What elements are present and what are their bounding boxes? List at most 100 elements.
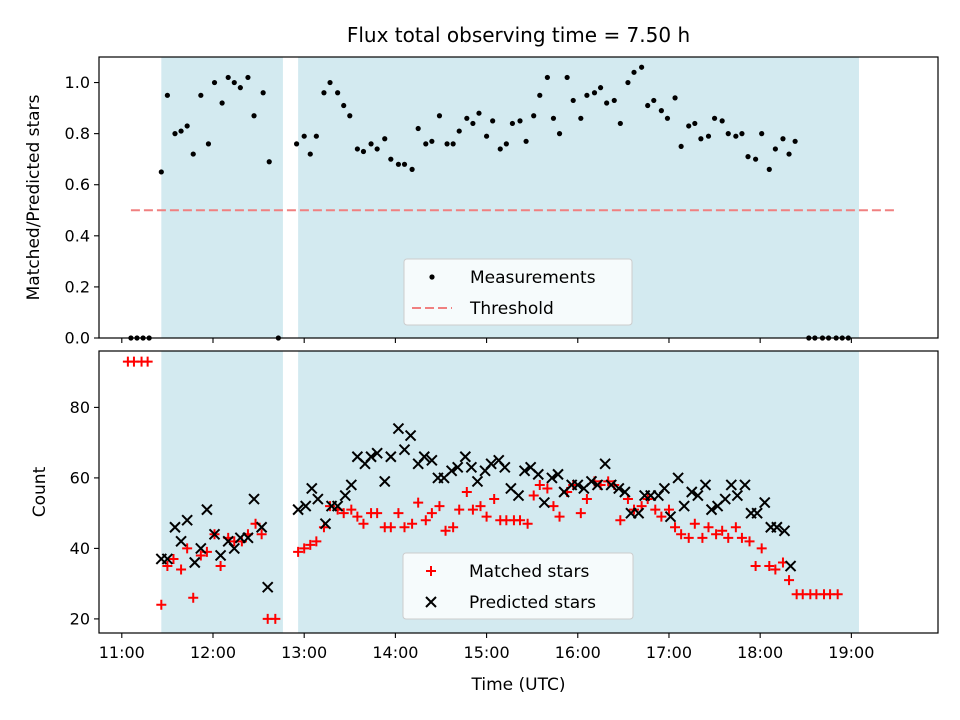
matched-star-point xyxy=(195,550,206,561)
predicted-star-point xyxy=(499,461,511,474)
measurement-point xyxy=(444,141,450,147)
predicted-star-point xyxy=(242,532,254,544)
predicted-star-point xyxy=(255,521,268,533)
predicted-star-point xyxy=(345,479,358,491)
matched-star-point xyxy=(717,525,728,536)
measurement-point xyxy=(388,156,394,162)
measurement-point xyxy=(503,141,509,147)
predicted-star-point xyxy=(686,486,698,498)
predicted-star-point xyxy=(546,472,558,484)
matched-star-point xyxy=(461,487,472,497)
measurement-point xyxy=(219,100,225,106)
matched-star-point xyxy=(325,501,336,512)
measurement-point xyxy=(597,85,604,91)
measurement-point xyxy=(537,92,543,98)
matched-star-point xyxy=(385,522,396,533)
measurement-point xyxy=(266,159,272,165)
measurement-point xyxy=(611,97,617,104)
measurement-point xyxy=(483,133,490,139)
matched-star-point xyxy=(188,592,199,603)
bottom-y-tick-label: 80 xyxy=(70,398,90,417)
top-legend-label: Measurements xyxy=(470,268,596,288)
matched-star-point xyxy=(534,479,545,490)
measurement-point xyxy=(531,113,537,119)
predicted-star-point xyxy=(605,479,617,491)
measurement-point xyxy=(631,69,637,75)
measurement-point xyxy=(415,125,421,132)
predicted-star-point xyxy=(404,429,417,442)
measurement-point xyxy=(327,79,333,86)
measurement-point xyxy=(313,133,319,139)
measurement-point xyxy=(780,136,786,142)
bottom-y-tick-label: 60 xyxy=(70,468,90,487)
predicted-star-point xyxy=(392,422,405,435)
top-y-tick-label: 0.0 xyxy=(65,329,90,348)
predicted-star-point xyxy=(300,500,312,512)
matched-star-point xyxy=(407,518,418,529)
predicted-star-point xyxy=(201,503,213,516)
matched-star-point xyxy=(393,508,404,519)
measurement-point xyxy=(753,156,759,162)
predicted-star-point xyxy=(459,451,472,463)
bottom-y-axis-label: Count xyxy=(30,466,50,517)
top-y-tick-label: 0.4 xyxy=(65,226,90,245)
matched-star-point xyxy=(426,508,437,519)
measurement-point xyxy=(190,151,196,157)
measurement-point xyxy=(772,146,778,152)
matched-star-point xyxy=(156,599,167,610)
measurement-point xyxy=(436,113,443,119)
predicted-star-point xyxy=(214,549,227,562)
predicted-star-point xyxy=(585,475,598,488)
matched-star-point xyxy=(399,522,410,533)
matched-star-point xyxy=(736,532,747,543)
measurement-point xyxy=(374,146,380,152)
predicted-star-point xyxy=(371,447,383,459)
measurement-point xyxy=(260,90,266,96)
measurement-point xyxy=(544,74,550,81)
measurement-point xyxy=(509,120,516,127)
matched-star-point xyxy=(142,356,153,367)
predicted-star-point xyxy=(572,479,584,491)
x-tick-label: 14:00 xyxy=(372,643,418,662)
measurement-point xyxy=(172,131,178,137)
bottom-legend: Matched stars Predicted stars xyxy=(402,552,634,620)
matched-star-point xyxy=(750,561,761,572)
x-axis-label: Time (UTC) xyxy=(471,675,566,695)
measurement-point xyxy=(347,113,353,119)
measurement-point xyxy=(293,141,300,147)
measurement-point xyxy=(470,120,476,127)
matched-star-point xyxy=(481,511,492,522)
measurement-point xyxy=(698,136,704,142)
predicted-star-point xyxy=(339,489,351,502)
matched-star-point xyxy=(448,522,459,533)
matched-star-point xyxy=(299,543,310,554)
x-tick-label: 16:00 xyxy=(555,643,601,662)
matched-star-point xyxy=(689,518,700,529)
top-plot-frame xyxy=(98,56,939,339)
bottom-legend-label: Matched stars xyxy=(469,562,589,582)
predicted-star-point xyxy=(705,503,718,516)
measurement-point xyxy=(341,102,347,109)
x-tick-label: 15:00 xyxy=(464,643,510,662)
matched-star-point xyxy=(270,613,281,624)
matched-star-point xyxy=(420,515,431,526)
predicted-star-point xyxy=(175,535,187,548)
measurement-point xyxy=(245,74,251,81)
measurement-point xyxy=(423,141,429,147)
predicted-star-point xyxy=(552,468,564,481)
measurement-point xyxy=(360,148,367,155)
predicted-star-point xyxy=(195,542,207,555)
measurement-point xyxy=(198,92,204,98)
measurement-point xyxy=(450,141,456,147)
measurement-point xyxy=(705,133,712,139)
measurement-point xyxy=(584,92,590,98)
predicted-star-point xyxy=(692,489,704,502)
bottom-legend-box xyxy=(402,552,634,620)
matched-star-point xyxy=(489,494,500,505)
measurement-point xyxy=(409,166,415,172)
predicted-star-point xyxy=(398,443,411,456)
measurement-point xyxy=(651,97,657,104)
matched-star-point xyxy=(256,529,267,540)
measurement-point xyxy=(401,161,408,167)
